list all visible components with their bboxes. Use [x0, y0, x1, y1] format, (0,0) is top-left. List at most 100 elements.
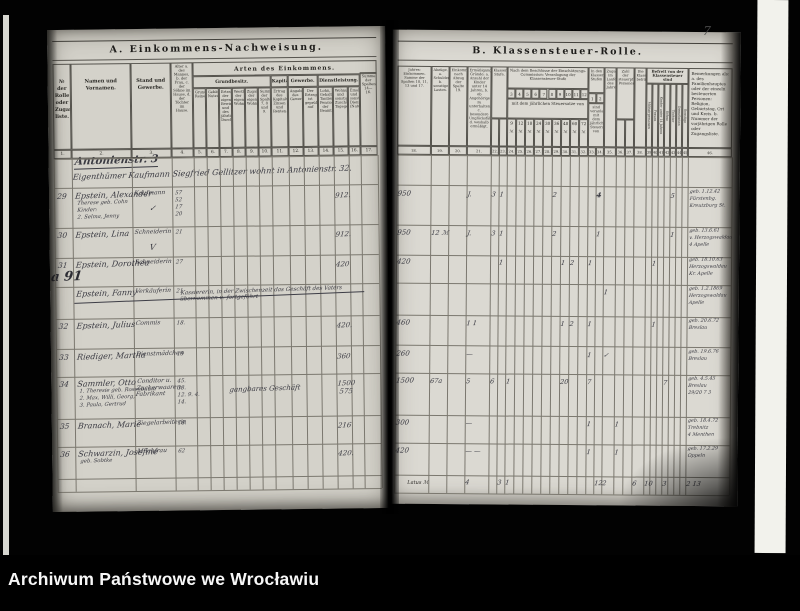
handwritten-value: 7 [662, 378, 668, 387]
col-number: 15. [333, 146, 349, 156]
stufe-box: 8 [547, 88, 556, 99]
watermark-text: Archiwum Państwowe we Wrocławiu [8, 569, 320, 589]
entry-income: 216 [337, 421, 352, 430]
col-number: 28. [542, 146, 552, 156]
col-number: 20. [448, 146, 467, 156]
grid-line [631, 156, 635, 495]
grid-line [729, 157, 733, 496]
handwritten-value: 2 [569, 258, 575, 268]
remark-note: Kr. Apelle [688, 271, 713, 277]
col-number: 29. [551, 146, 561, 156]
handwritten-value: 1 [560, 258, 566, 267]
film-strip-right [754, 0, 789, 554]
mark-sign: ℳ [536, 128, 541, 134]
column-header-c14: Lohn, Gehalt, Tantième, Pension der Beam… [317, 86, 334, 147]
handwritten-value: 1 1 [466, 319, 478, 328]
grid-line [193, 157, 199, 491]
mark-sign: ℳ [572, 129, 577, 135]
group-header-kapital: Kapital. [270, 75, 288, 88]
column-header-c5: Grundsteuer-Reinertrag. [192, 88, 207, 149]
steuersatz-value: 12 ℳ [515, 118, 526, 147]
entry-age: 19 [176, 351, 185, 358]
c37-sub [624, 119, 635, 148]
watermark-bar: Archiwum Państwowe we Wrocławiu [0, 555, 800, 611]
entry-age: 12. 9. 4. [177, 391, 201, 399]
entry-stand: Commis [135, 319, 161, 328]
c36-sub [615, 119, 626, 148]
col-number: 46. [687, 147, 732, 158]
grid-line [643, 156, 647, 495]
column-header-c1: № der Rolle oder Zugangs-liste. [52, 63, 72, 151]
column-header-c10: Summe der Spalten 7, 8 und 9. [257, 87, 272, 148]
entry-income: 360 [336, 352, 351, 361]
grid-line [57, 475, 382, 480]
grid-line [55, 345, 380, 350]
steuersatz-text: mit dem jährlichen Steuersatze von [507, 98, 589, 120]
grid-line [394, 442, 730, 447]
top-rule [397, 40, 733, 45]
column-header-c35: Zugang im Laufe des Jahres. [603, 67, 617, 148]
entry-name: Branach, Marie [77, 419, 142, 431]
column-header-c11: Ertrag des Kapitalvermögens, Zinsen und … [270, 87, 289, 148]
col-number: 32. [578, 147, 588, 157]
column-header-c12: Angabe des Gewerbes. [287, 86, 304, 148]
column-header-c36-37: Zahl der steuerpflichtigen Personen. [616, 67, 635, 120]
entry-age: 52 [174, 197, 183, 204]
entry-age: 21 [175, 229, 183, 236]
handwritten-value: 5 [670, 191, 676, 200]
column-header-c13: Der Ertrag ist geprüft auf [302, 86, 319, 147]
handwritten-value: 3 [491, 190, 497, 199]
grid-line [679, 156, 683, 495]
col-number: 24. [506, 146, 516, 156]
col-number: 34. [595, 147, 604, 157]
entry-age: 62 [177, 448, 186, 455]
handwritten-value: 12 ℳ [430, 228, 450, 237]
margin-note: a 91 [50, 268, 83, 286]
folio-number: 7 [702, 23, 712, 39]
entry-age: 57 [174, 190, 183, 197]
handwritten-value: ✓ [602, 351, 610, 360]
remark-note: geb. 1.12.42 [689, 189, 721, 195]
column-header-c16: Emolumente und sonstige Dienstbezüge (Na… [347, 86, 361, 147]
right-page-title: B. Klassensteuer-Rolle. [472, 45, 644, 58]
col-number: 31. [569, 147, 579, 157]
stufe-box: 3 [507, 88, 516, 99]
entry-age: 18. [176, 320, 186, 327]
col-number: 6. [206, 147, 220, 158]
col-number: 26. [524, 146, 534, 156]
latus-value: 4 [464, 478, 470, 487]
c33-34-note: sind veranlagt mit dem jährlichen Steuer… [587, 103, 605, 148]
column-header-c22-sub [490, 118, 500, 147]
stufe-box: 6 [531, 88, 540, 99]
remark-note: geb. 18.4.72 [687, 418, 719, 424]
col-number: 38. [633, 147, 646, 157]
c33-34-sub: 1 [588, 93, 597, 104]
col-number: 8. [232, 147, 246, 157]
book-gutter-shadow [380, 20, 399, 514]
mark-sign: ℳ [563, 128, 568, 135]
row-number: 32 [58, 321, 69, 331]
stufe-box: 5 [523, 88, 532, 99]
remark-note: 4 Menthen [687, 432, 715, 438]
handwritten-value: 5 [465, 377, 471, 386]
stufe-box: 12 [580, 89, 589, 100]
handwritten-value: 1 [586, 448, 592, 457]
steuersatz-value: 48 ℳ [560, 118, 571, 148]
entry-stand: Dienstmädchen [135, 349, 184, 359]
remark-note: v. Herzogswaldau [688, 235, 733, 241]
entry-name-sub: 2. Max, Willi, Georg, [79, 393, 136, 402]
column-header-c8: Werth der eigenen Wohnung. [231, 87, 246, 148]
left-page: A. Einkommens-Nachweisung. Antonienstr. … [47, 25, 391, 513]
remark-note: geb. 13.6.61 [688, 228, 720, 234]
entry-name: Epstein, Julius [76, 319, 136, 331]
col-number: 14. [318, 146, 334, 156]
commission-header: Nach dem Beschlusse der Einschätzungs-Co… [507, 66, 589, 90]
entry-name-sub: Therese geb. Cohn [76, 199, 129, 207]
steuersatz-value: 36 ℳ [551, 118, 562, 147]
grid-line [303, 155, 309, 489]
entry-check: ✓ [148, 203, 157, 213]
entry-stand: Schneiderin [134, 257, 173, 267]
grid-line [673, 156, 677, 495]
column-header-c19: Abzüge. a. Schuldenzinsen, b. sonstige L… [430, 65, 450, 147]
